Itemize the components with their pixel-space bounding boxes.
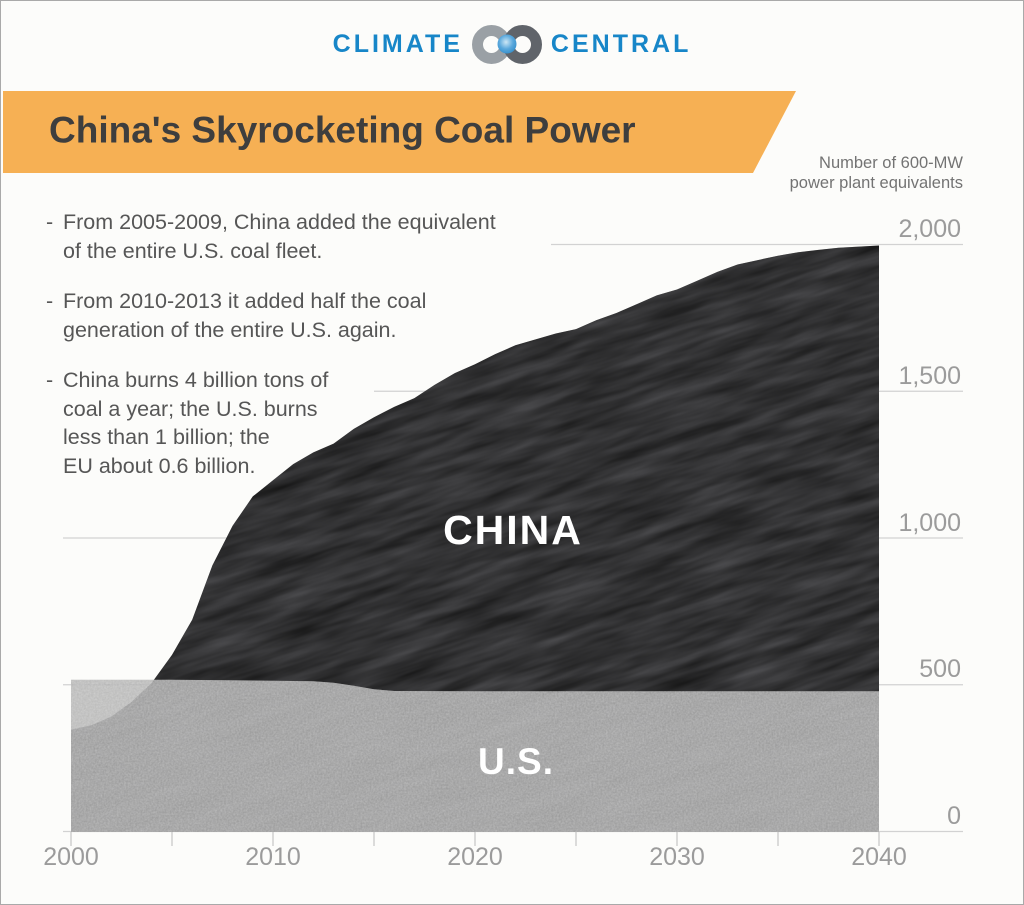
annotation-item: - China burns 4 billion tons of coal a y… [46,366,586,480]
annotation-item: - From 2010-2013 it added half the coal … [46,287,586,344]
y-tick-label: 1,000 [898,508,961,537]
x-tick-label: 2040 [851,843,907,871]
x-tick-label: 2010 [245,843,301,871]
bullet-dash: - [46,289,54,313]
x-tick-label: 2030 [649,843,705,871]
bullet-dash: - [46,368,54,392]
brand-word-climate: CLIMATE [332,29,463,58]
x-axis-ticks [70,832,880,846]
page-title: China's Skyrocketing Coal Power [49,109,636,151]
y-tick-label: 0 [947,802,961,830]
us-series-label: U.S. [478,741,554,782]
china-series-label: CHINA [443,507,583,553]
brand-word-central: CENTRAL [550,29,692,58]
y-tick-label: 1,500 [898,361,961,390]
x-tick-label: 2020 [447,843,503,871]
logo-globe-icon [497,34,517,54]
y-tick-label: 500 [919,655,961,684]
y-axis-unit-note: Number of 600-MW power plant equivalents [789,154,963,192]
annotation-item: - From 2005-2009, China added the equiva… [46,208,586,265]
annotation-text: China burns 4 billion tons of coal a yea… [63,368,329,478]
annotation-text: From 2005-2009, China added the equivale… [63,210,496,263]
annotation-list: - From 2005-2009, China added the equiva… [46,208,586,502]
us-sand-texture [71,679,879,832]
brand-header: CLIMATE CENTRAL [1,23,1023,65]
title-banner: China's Skyrocketing Coal Power [3,91,796,173]
climate-central-logo-icon [471,23,542,65]
y-tick-label: 2,000 [898,215,961,243]
x-tick-label: 2000 [43,843,99,871]
bullet-dash: - [46,210,54,234]
annotation-text: From 2010-2013 it added half the coal ge… [63,289,427,342]
